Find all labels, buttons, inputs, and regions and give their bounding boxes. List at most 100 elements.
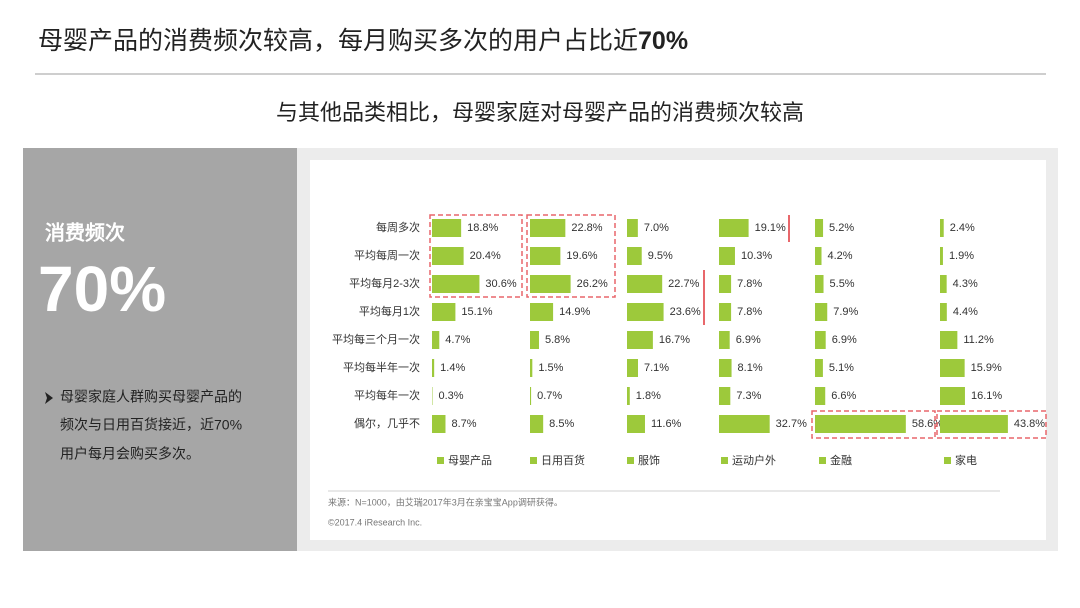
category-label: 平均每周一次 [354, 248, 420, 262]
value-label: 0.3% [438, 390, 463, 402]
category-label: 平均每半年一次 [343, 360, 420, 374]
legend-label: 家电 [955, 453, 977, 467]
value-label: 19.6% [566, 250, 597, 262]
sidebar-panel [23, 148, 297, 551]
bar [432, 247, 464, 265]
value-label: 5.5% [830, 278, 855, 290]
bar [815, 247, 822, 265]
bar [815, 303, 828, 321]
value-label: 7.8% [737, 278, 762, 290]
value-label: 0.7% [537, 390, 562, 402]
value-label: 5.8% [545, 334, 570, 346]
value-label: 7.0% [644, 222, 669, 234]
highlights [429, 214, 1047, 439]
bar [940, 219, 944, 237]
bar [432, 219, 462, 237]
bar [815, 415, 906, 433]
value-label: 14.9% [559, 306, 590, 318]
value-label: 7.3% [736, 390, 761, 402]
value-label: 32.7% [776, 418, 807, 430]
copyright: ©2017.4 iResearch Inc. [328, 517, 422, 527]
value-label: 5.1% [829, 362, 854, 374]
bar [719, 247, 735, 265]
bar [627, 331, 653, 349]
bar [627, 415, 645, 433]
value-label: 16.7% [659, 334, 690, 346]
value-label: 58.6% [912, 418, 943, 430]
value-label: 4.3% [953, 278, 978, 290]
value-label: 4.7% [445, 334, 470, 346]
bar [530, 219, 566, 237]
sidebar-note: 母婴家庭人群购买母婴产品的 [60, 389, 242, 405]
value-label: 1.9% [949, 250, 974, 262]
bar [719, 387, 731, 405]
value-label: 7.9% [833, 306, 858, 318]
bar [815, 219, 824, 237]
legend-swatch [437, 457, 444, 464]
value-label: 20.4% [470, 250, 501, 262]
value-label: 1.8% [636, 390, 661, 402]
category-label: 平均每月2-3次 [349, 276, 420, 290]
legend-swatch [627, 457, 634, 464]
bar [627, 359, 639, 377]
value-label: 16.1% [971, 390, 1002, 402]
value-label: 30.6% [485, 278, 516, 290]
value-label: 2.4% [950, 222, 975, 234]
bar [530, 359, 533, 377]
bar [432, 359, 435, 377]
bar [719, 331, 730, 349]
bar [432, 415, 446, 433]
value-label: 8.1% [738, 362, 763, 374]
legend-swatch [721, 457, 728, 464]
bar [815, 387, 826, 405]
value-label: 6.6% [831, 390, 856, 402]
slide-title: 母婴产品的消费频次较高，每月购买多次的用户占比近70% [38, 27, 688, 55]
legend-label: 母婴产品 [448, 453, 492, 467]
value-label: 43.8% [1014, 418, 1045, 430]
bar [815, 359, 823, 377]
plot: 每周多次平均每周一次平均每月2-3次平均每月1次平均每三个月一次平均每半年一次平… [332, 219, 1045, 467]
sidebar-note: 用户每月会购买多次。 [60, 446, 200, 462]
value-label: 6.9% [736, 334, 761, 346]
value-label: 10.3% [741, 250, 772, 262]
value-label: 26.2% [577, 278, 608, 290]
bar [940, 387, 965, 405]
value-label: 23.6% [670, 306, 701, 318]
bar [940, 247, 943, 265]
value-label: 11.6% [651, 418, 682, 430]
value-label: 7.1% [644, 362, 669, 374]
value-label: 19.1% [755, 222, 786, 234]
category-label: 平均每月1次 [359, 304, 420, 318]
sidebar-label: 消费频次 [45, 220, 125, 244]
bar [719, 219, 749, 237]
bar [940, 359, 965, 377]
legend-label: 运动户外 [732, 453, 776, 467]
bar [530, 303, 554, 321]
bar [432, 275, 480, 293]
bar [530, 247, 561, 265]
legend-swatch [530, 457, 537, 464]
category-label: 每周多次 [376, 220, 420, 234]
bar [940, 303, 947, 321]
value-label: 5.2% [829, 222, 854, 234]
subtitle: 与其他品类相比，母婴家庭对母婴产品的消费频次较高 [276, 100, 804, 125]
bar [627, 387, 630, 405]
legend-label: 日用百货 [541, 453, 585, 467]
value-label: 6.9% [832, 334, 857, 346]
chart-area [310, 160, 1046, 540]
value-label: 15.1% [461, 306, 492, 318]
bar [940, 331, 958, 349]
bar [432, 303, 456, 321]
bar [719, 275, 732, 293]
bar [940, 275, 947, 293]
legend-swatch [944, 457, 951, 464]
value-label: 22.7% [668, 278, 699, 290]
bar [815, 275, 824, 293]
value-label: 1.5% [538, 362, 563, 374]
title-text: 母婴产品的消费频次较高，每月购买多次的用户占比近 [38, 27, 638, 55]
bar [530, 415, 544, 433]
source-note: 来源：N=1000，由艾瑞2017年3月在亲宝宝App调研获得。 [328, 496, 563, 507]
value-label: 18.8% [467, 222, 498, 234]
